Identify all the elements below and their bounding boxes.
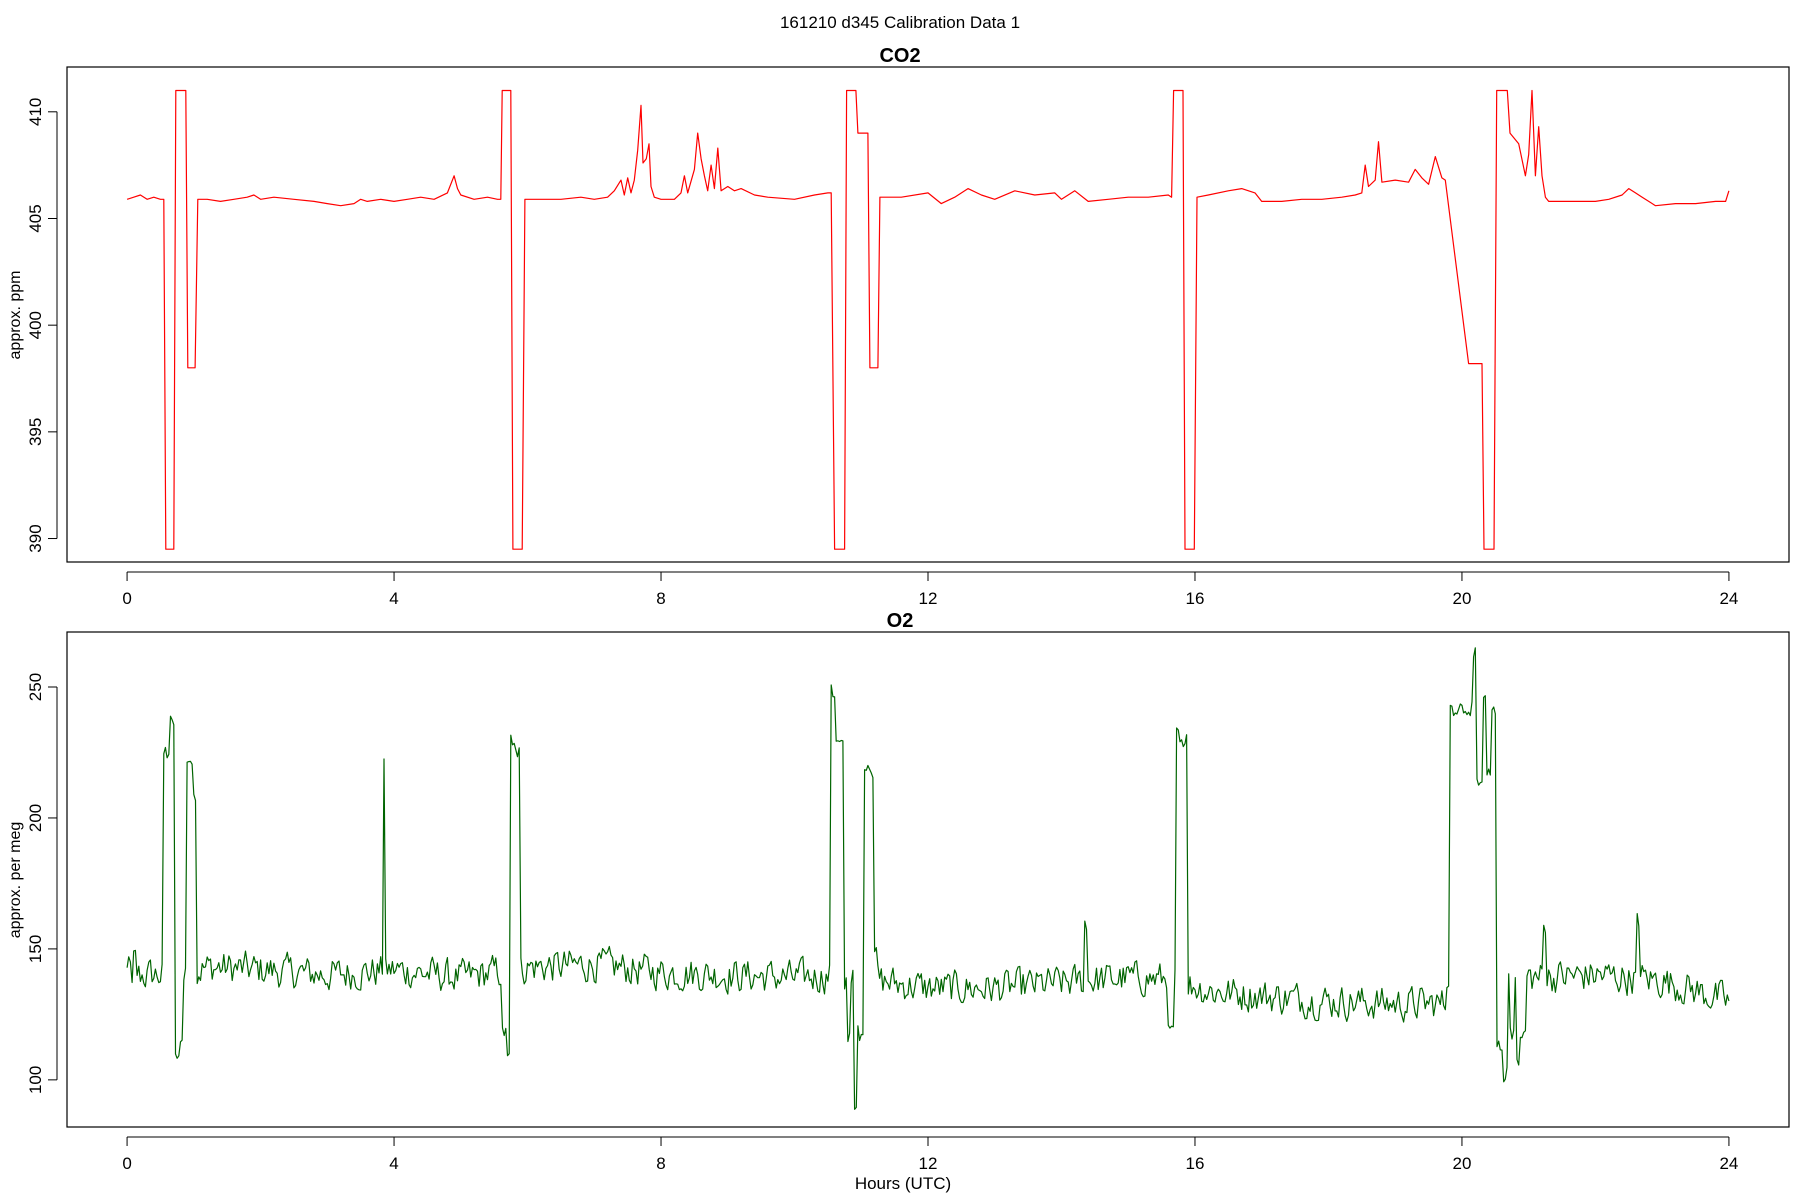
o2-plot-frame: [66, 631, 1790, 1128]
o2-x-axis: 0 4 8 12 16 20 24: [122, 1136, 1738, 1173]
o2-y-axis: 100 150 200 250: [26, 673, 58, 1094]
o2-chart-title: O2: [887, 610, 914, 632]
co2-y-tick-label: 405: [26, 204, 45, 232]
o2-y-axis-label: approx. per meg: [7, 822, 24, 939]
co2-x-axis: 0 4 8 12 16 20 24: [122, 571, 1738, 608]
o2-x-tick-label: 16: [1186, 1154, 1205, 1173]
co2-series: [126, 89, 1730, 550]
co2-plot-frame: [66, 66, 1790, 563]
o2-x-tick-label: 0: [122, 1154, 131, 1173]
co2-panel: CO2 0 4 8 12 16 20 24 390 395 400 405 410 approx. …: [7, 45, 1790, 608]
o2-line: [126, 647, 1730, 1110]
co2-x-tick-label: 16: [1186, 589, 1205, 608]
co2-x-tick-label: 0: [122, 589, 131, 608]
o2-x-tick-label: 20: [1452, 1154, 1471, 1173]
co2-y-tick-label: 395: [26, 418, 45, 446]
o2-y-tick-label: 200: [26, 804, 45, 832]
co2-x-tick-label: 4: [389, 589, 398, 608]
co2-x-tick-label: 8: [656, 589, 665, 608]
o2-x-tick-label: 12: [919, 1154, 938, 1173]
co2-y-tick-label: 410: [26, 98, 45, 126]
co2-line: [126, 89, 1730, 550]
co2-y-tick-label: 390: [26, 524, 45, 552]
co2-chart-title: CO2: [879, 45, 920, 67]
o2-y-tick-label: 100: [26, 1066, 45, 1094]
co2-y-tick-label: 400: [26, 311, 45, 339]
o2-y-tick-label: 250: [26, 673, 45, 701]
o2-x-tick-label: 24: [1719, 1154, 1738, 1173]
o2-series: [126, 647, 1730, 1110]
o2-x-tick-label: 4: [389, 1154, 398, 1173]
o2-y-tick-label: 150: [26, 935, 45, 963]
o2-panel: O2 0 4 8 12 16 20 24 100 150 200 250 approx. per …: [7, 610, 1790, 1193]
o2-x-tick-label: 8: [656, 1154, 665, 1173]
co2-y-axis-label: approx. ppm: [7, 271, 24, 360]
co2-x-tick-label: 20: [1452, 589, 1471, 608]
co2-y-axis: 390 395 400 405 410: [26, 98, 58, 553]
co2-x-tick-label: 12: [919, 589, 938, 608]
figure-title: 161210 d345 Calibration Data 1: [780, 13, 1020, 32]
co2-x-tick-label: 24: [1719, 589, 1738, 608]
x-axis-title: Hours (UTC): [855, 1174, 951, 1193]
